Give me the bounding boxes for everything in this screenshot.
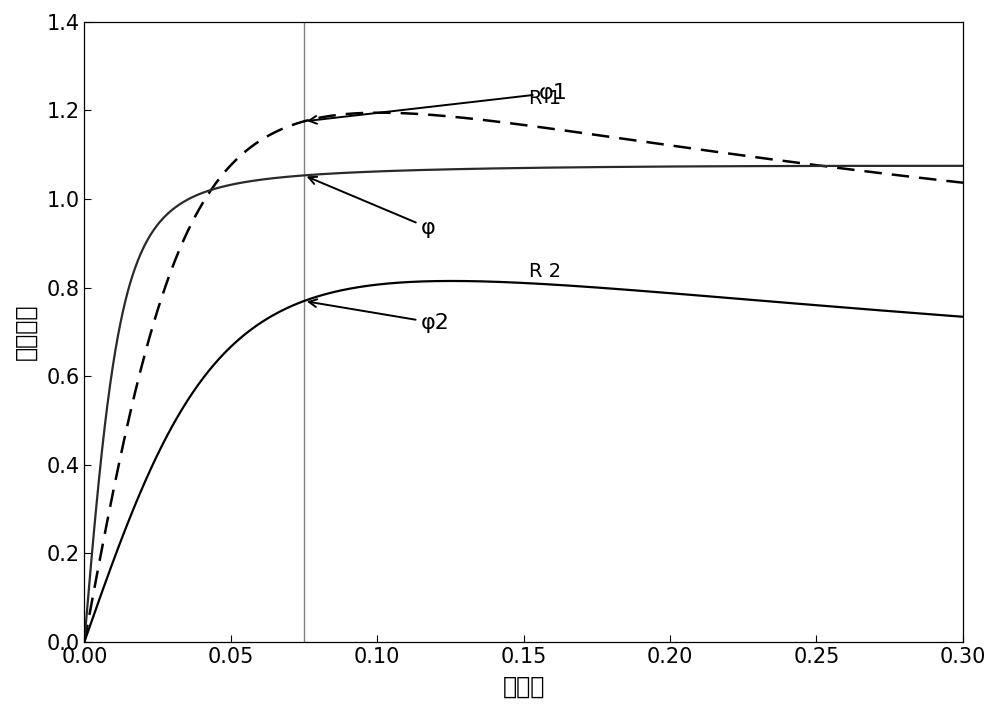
Text: φ2: φ2	[309, 299, 450, 333]
Text: φ: φ	[309, 177, 436, 238]
Text: R 1: R 1	[529, 89, 562, 108]
Y-axis label: 附着系数: 附着系数	[14, 304, 38, 360]
Text: R 2: R 2	[529, 262, 562, 280]
X-axis label: 滑移率: 滑移率	[502, 675, 545, 699]
Text: φ1: φ1	[309, 83, 567, 124]
